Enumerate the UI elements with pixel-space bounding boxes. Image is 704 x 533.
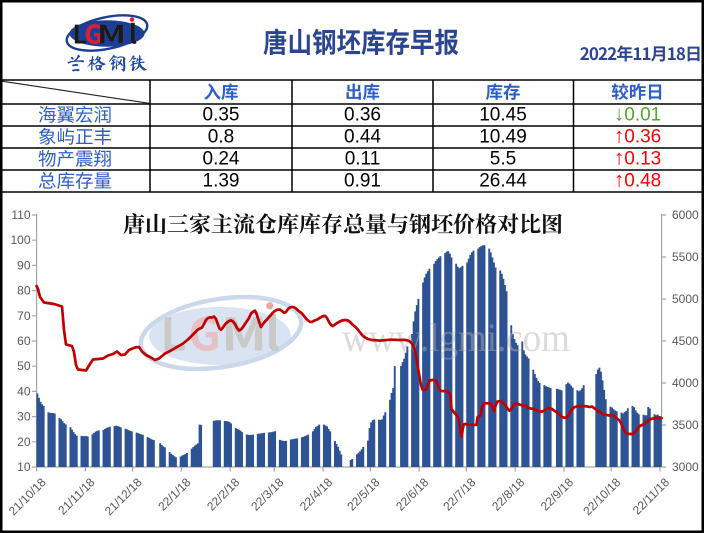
svg-text:5.5: 5.5 <box>490 148 516 169</box>
svg-text:↓0.01: ↓0.01 <box>614 102 661 125</box>
svg-text:4000: 4000 <box>672 376 699 390</box>
svg-text:5500: 5500 <box>672 250 699 264</box>
svg-text:0.24: 0.24 <box>203 148 240 169</box>
svg-text:↑0.13: ↑0.13 <box>614 146 661 169</box>
svg-text:10: 10 <box>17 460 31 474</box>
svg-text:110: 110 <box>11 208 30 222</box>
svg-text:10.49: 10.49 <box>479 126 527 147</box>
svg-text:3000: 3000 <box>672 460 699 474</box>
svg-text:60: 60 <box>17 334 31 348</box>
svg-text:0.11: 0.11 <box>345 148 381 169</box>
svg-text:20: 20 <box>17 435 31 449</box>
svg-text:80: 80 <box>17 284 31 298</box>
svg-text:30: 30 <box>17 410 31 424</box>
svg-text:90: 90 <box>17 258 31 272</box>
svg-text:100: 100 <box>10 233 30 247</box>
svg-text:5000: 5000 <box>672 292 699 306</box>
svg-text:0.44: 0.44 <box>344 126 381 147</box>
svg-text:↑0.48: ↑0.48 <box>614 168 661 191</box>
svg-text:40: 40 <box>17 384 31 398</box>
svg-text:0.8: 0.8 <box>208 126 234 147</box>
svg-text:70: 70 <box>17 309 31 323</box>
svg-text:50: 50 <box>17 359 31 373</box>
svg-text:0.35: 0.35 <box>203 104 240 125</box>
svg-text:0.36: 0.36 <box>344 104 381 125</box>
svg-text:4500: 4500 <box>672 334 699 348</box>
svg-text:0.91: 0.91 <box>344 170 381 191</box>
svg-text:1.39: 1.39 <box>203 170 240 191</box>
svg-text:10.45: 10.45 <box>479 104 527 125</box>
svg-text:6000: 6000 <box>672 208 699 222</box>
svg-text:www.lgmi.com: www.lgmi.com <box>342 315 570 360</box>
svg-text:↑0.36: ↑0.36 <box>614 124 661 147</box>
svg-text:3500: 3500 <box>672 418 699 432</box>
svg-text:26.44: 26.44 <box>479 170 527 191</box>
